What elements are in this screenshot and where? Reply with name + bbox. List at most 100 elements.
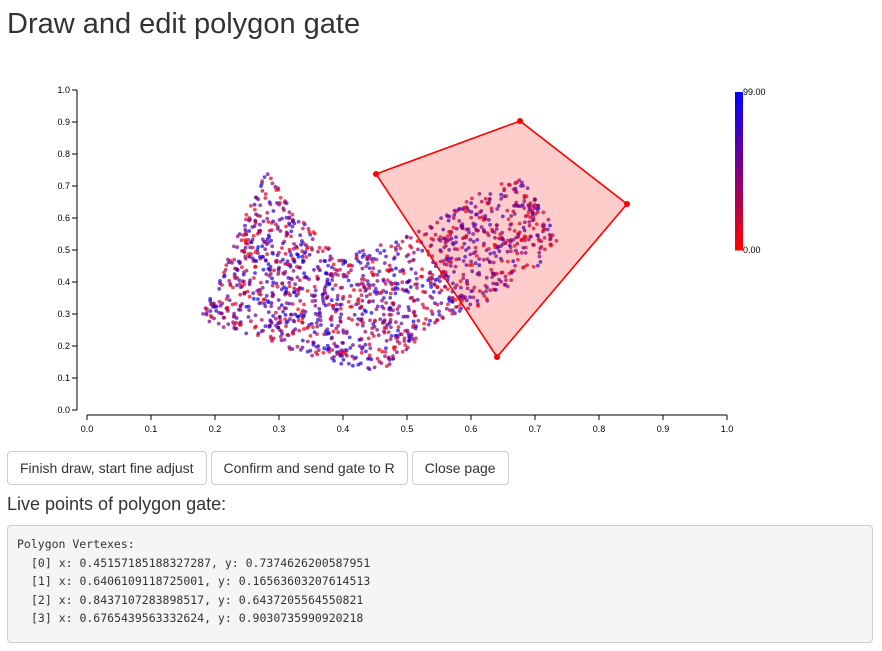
- scatter-point: [208, 309, 213, 313]
- scatter-point: [317, 307, 322, 311]
- y-tick-label: 0.2: [57, 341, 70, 351]
- scatter-plot[interactable]: 0.0 0.1 0.2 0.3 0.4 0.5 0.6 0.7 0.8 0.9 1.0 0.0 0.1…: [0, 78, 882, 438]
- scatter-point: [335, 297, 340, 302]
- colorbar-swatch: [735, 105, 743, 109]
- colorbar-max-label: 99.00: [743, 87, 766, 97]
- scatter-point: [259, 280, 263, 285]
- gate-vertex-handle[interactable]: [373, 171, 379, 177]
- scatter-point: [378, 243, 383, 248]
- polygon-gate[interactable]: [373, 118, 630, 360]
- scatter-point: [502, 283, 507, 287]
- scatter-point: [382, 330, 387, 335]
- scatter-point: [415, 239, 420, 244]
- scatter-point: [293, 282, 297, 286]
- scatter-point: [287, 221, 291, 226]
- scatter-point: [312, 284, 317, 289]
- scatter-point: [477, 273, 482, 277]
- scatter-point: [482, 293, 487, 298]
- scatter-point: [368, 346, 373, 351]
- scatter-point: [363, 342, 368, 347]
- scatter-point: [448, 299, 452, 303]
- scatter-point: [468, 295, 472, 299]
- scatter-point: [251, 291, 256, 296]
- gate-vertex-handle[interactable]: [517, 118, 523, 124]
- scatter-point: [276, 325, 281, 330]
- scatter-point: [267, 325, 272, 329]
- scatter-point: [256, 251, 260, 256]
- scatter-point: [338, 303, 342, 307]
- scatter-point: [278, 320, 283, 325]
- scatter-point: [407, 308, 412, 313]
- scatter-point: [536, 203, 541, 208]
- scatter-point: [468, 237, 473, 242]
- scatter-point: [259, 318, 264, 322]
- scatter-point: [283, 317, 287, 322]
- scatter-point: [446, 275, 451, 279]
- scatter-point: [412, 250, 416, 255]
- scatter-point: [394, 336, 398, 340]
- scatter-point: [329, 298, 334, 303]
- scatter-point: [205, 307, 209, 311]
- scatter-point: [308, 232, 313, 237]
- scatter-point: [396, 252, 400, 256]
- scatter-point: [511, 259, 516, 264]
- scatter-point: [290, 277, 294, 282]
- scatter-point: [388, 305, 392, 310]
- finish-draw-button[interactable]: Finish draw, start fine adjust: [7, 451, 207, 485]
- scatter-point: [362, 308, 367, 313]
- scatter-point: [459, 306, 463, 311]
- scatter-point: [282, 337, 287, 342]
- colorbar-swatch: [735, 102, 743, 106]
- scatter-point: [290, 219, 295, 224]
- scatter-point: [255, 333, 260, 338]
- confirm-send-button[interactable]: Confirm and send gate to R: [210, 451, 408, 485]
- scatter-point: [476, 228, 480, 233]
- scatter-point: [317, 245, 322, 250]
- scatter-point: [226, 322, 231, 327]
- scatter-point: [408, 285, 413, 289]
- scatter-point: [539, 239, 544, 244]
- scatter-point: [253, 313, 258, 318]
- scatter-point: [378, 317, 383, 322]
- scatter-point: [341, 330, 346, 335]
- scatter-point: [256, 245, 260, 249]
- scatter-point: [495, 246, 500, 250]
- scatter-point: [323, 271, 328, 276]
- scatter-point: [431, 290, 436, 294]
- scatter-point: [375, 356, 380, 361]
- colorbar-swatch: [735, 115, 743, 119]
- scatter-point: [361, 248, 365, 253]
- gate-vertex-handle[interactable]: [494, 354, 500, 360]
- scatter-point: [429, 236, 434, 241]
- gate-vertex-handle[interactable]: [624, 201, 630, 207]
- scatter-point: [354, 355, 358, 360]
- close-page-button[interactable]: Close page: [411, 451, 509, 485]
- scatter-point: [355, 322, 360, 327]
- vertex-line-0: [0] x: 0.45157185188327287, y: 0.7374626…: [31, 555, 371, 570]
- scatter-point: [393, 285, 398, 290]
- scatter-point: [254, 259, 259, 263]
- scatter-point: [251, 296, 256, 301]
- scatter-point: [537, 254, 542, 259]
- scatter-point: [491, 281, 496, 286]
- scatter-point: [338, 306, 343, 311]
- scatter-point: [289, 234, 293, 239]
- scatter-point: [225, 305, 230, 310]
- scatter-point: [470, 288, 475, 293]
- scatter-point: [288, 347, 292, 351]
- scatter-point: [348, 346, 353, 350]
- scatter-point: [263, 247, 268, 252]
- scatter-point: [416, 247, 420, 252]
- scatter-point: [252, 202, 257, 207]
- scatter-point: [546, 217, 551, 222]
- scatter-point: [375, 328, 379, 332]
- scatter-point: [310, 299, 315, 304]
- scatter-point: [235, 283, 239, 288]
- x-tick-label: 0.1: [145, 424, 158, 434]
- scatter-point: [371, 266, 376, 271]
- scatter-point: [393, 246, 398, 250]
- scatter-point: [393, 345, 397, 349]
- scatter-point: [536, 263, 540, 268]
- scatter-point: [318, 259, 323, 263]
- scatter-point: [224, 297, 229, 301]
